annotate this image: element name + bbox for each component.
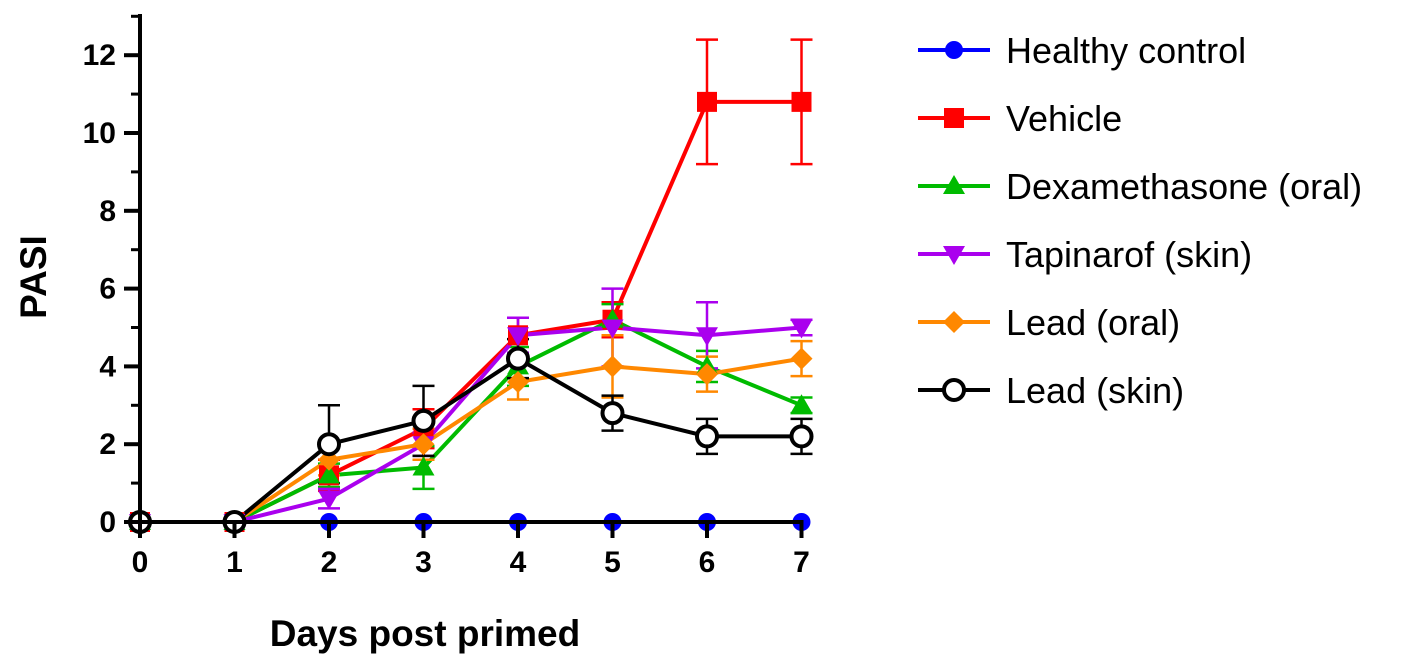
y-tick-label: 8 <box>99 195 116 228</box>
legend-label: Lead (oral) <box>1006 302 1180 343</box>
x-tick-label: 5 <box>604 546 621 579</box>
data-point <box>318 464 340 484</box>
data-point <box>601 355 624 378</box>
series-markers <box>130 91 812 532</box>
data-point <box>317 432 341 457</box>
data-point <box>696 363 718 386</box>
legend-entry: Lead (skin) <box>918 370 1184 411</box>
y-tick-label: 0 <box>99 506 116 539</box>
data-point <box>412 433 435 456</box>
legend-label: Dexamethasone (oral) <box>1006 166 1362 207</box>
x-tick-label: 0 <box>132 546 149 579</box>
series-tapinarof-skin <box>140 287 813 524</box>
legend-marker <box>943 311 965 333</box>
series-markers <box>128 346 814 534</box>
series-vehicle <box>140 38 813 524</box>
data-point <box>789 424 814 449</box>
data-point <box>600 401 625 426</box>
legend: Healthy control Vehicle Dexamethasone (ora… <box>918 30 1362 411</box>
data-point <box>790 394 813 414</box>
legend-entry: Healthy control <box>918 30 1246 71</box>
data-point <box>790 319 813 339</box>
series-line <box>140 356 802 524</box>
data-point <box>507 327 529 347</box>
legend-label: Tapinarof (skin) <box>1006 234 1252 275</box>
x-tick-label: 1 <box>226 546 243 579</box>
legend-marker <box>943 246 965 265</box>
legend-entry: Vehicle <box>918 98 1122 139</box>
legend-marker <box>942 378 966 402</box>
series-line <box>140 317 803 524</box>
data-point <box>601 319 624 339</box>
legend-marker <box>945 41 963 59</box>
data-point <box>696 327 718 347</box>
legend-entry: Tapinarof (skin) <box>918 234 1252 275</box>
legend-label: Lead (skin) <box>1006 370 1184 411</box>
x-tick-label: 2 <box>321 546 338 579</box>
x-tick-label: 7 <box>793 546 810 579</box>
y-tick-label: 12 <box>83 39 116 72</box>
legend-entry: Dexamethasone (oral) <box>918 166 1362 207</box>
y-tick-label: 4 <box>99 350 116 383</box>
data-point <box>695 424 719 449</box>
data-point <box>411 408 436 433</box>
y-tick-label: 2 <box>99 428 116 461</box>
legend-label: Vehicle <box>1006 98 1122 139</box>
data-point <box>412 456 435 476</box>
data-point <box>697 91 717 112</box>
x-tick-label: 6 <box>699 546 716 579</box>
x-tick-label: 4 <box>510 546 527 579</box>
plot-area <box>128 38 814 534</box>
data-point <box>791 91 812 112</box>
data-point <box>506 346 530 371</box>
y-axis-title: PASI <box>13 235 54 319</box>
legend-entry: Lead (oral) <box>918 302 1180 343</box>
data-point <box>318 490 340 510</box>
legend-label: Healthy control <box>1006 30 1246 71</box>
series-line <box>140 356 802 524</box>
x-axis-title: Days post primed <box>270 613 580 654</box>
y-tick-label: 10 <box>83 117 116 150</box>
data-point <box>507 370 529 393</box>
x-tick-label: 3 <box>415 546 432 579</box>
y-tick-label: 6 <box>99 273 116 306</box>
legend-marker <box>943 175 965 194</box>
data-point <box>790 347 813 370</box>
legend-marker <box>944 108 964 128</box>
